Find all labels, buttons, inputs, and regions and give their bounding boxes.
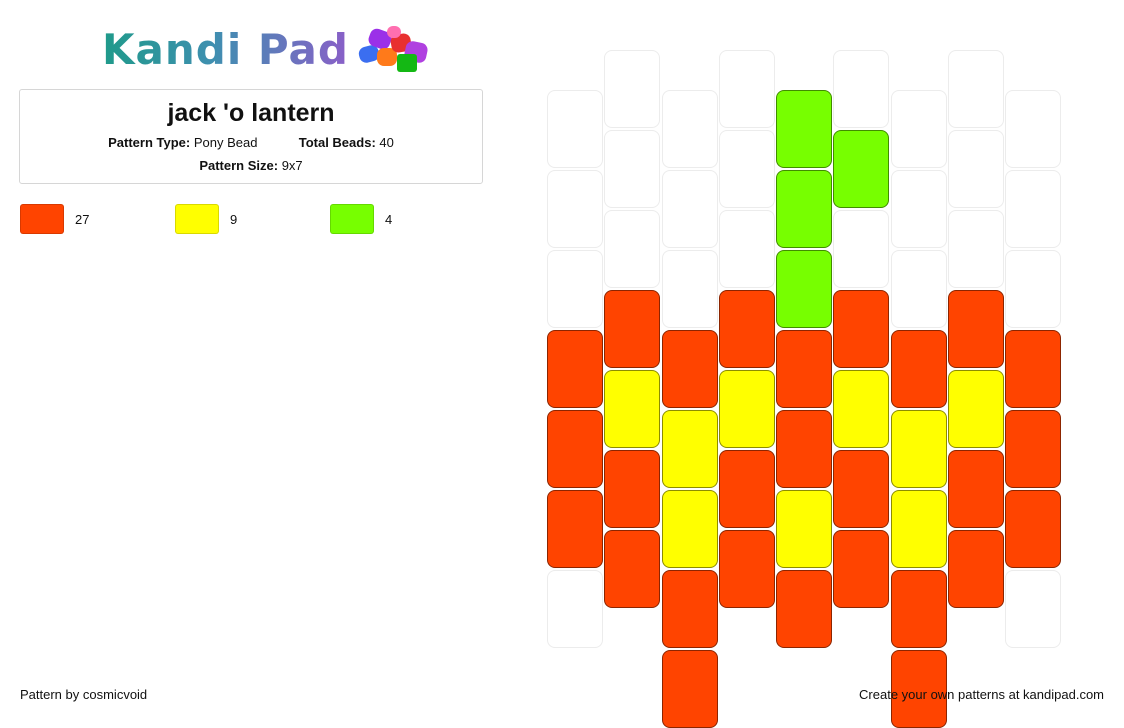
empty-bead-slot — [833, 50, 890, 128]
bead-count: 27 — [75, 211, 90, 227]
bead — [947, 290, 1004, 368]
bead — [1005, 410, 1061, 488]
legend-item-green: 4 — [330, 203, 392, 235]
total-beads-label: Total Beads: — [298, 135, 376, 150]
bead — [833, 450, 890, 528]
bead — [776, 410, 832, 488]
empty-bead-slot — [718, 210, 775, 288]
empty-bead-slot — [1005, 170, 1061, 248]
bead — [661, 490, 718, 568]
legend-item-orange: 27 — [20, 203, 89, 235]
bead — [776, 250, 832, 328]
empty-bead-slot — [890, 90, 947, 168]
empty-bead-slot — [661, 90, 718, 168]
bead — [1005, 490, 1061, 568]
empty-bead-slot — [1005, 90, 1061, 168]
empty-bead-slot — [604, 50, 661, 128]
bead — [604, 370, 661, 448]
pattern-size-value: 9x7 — [281, 158, 303, 173]
color-swatch — [175, 204, 219, 234]
empty-bead-slot — [547, 90, 603, 168]
bead — [833, 130, 890, 208]
bead-pile-icon — [357, 26, 435, 74]
logo-text: Kandi Pad — [102, 25, 349, 74]
bead — [890, 490, 947, 568]
bead — [947, 530, 1004, 608]
bead — [661, 410, 718, 488]
empty-bead-slot — [604, 210, 661, 288]
bead — [661, 330, 718, 408]
bead — [833, 370, 890, 448]
bead — [547, 490, 603, 568]
kandipad-link[interactable]: Create your own patterns at kandipad.com — [859, 687, 1104, 702]
bead — [947, 370, 1004, 448]
pattern-size-label: Pattern Size: — [199, 158, 279, 173]
bead — [604, 450, 661, 528]
bead-count: 9 — [230, 211, 238, 227]
pattern-meta-row-1: Pattern Type: Pony Bead Total Beads: 40 — [20, 135, 482, 151]
bead — [776, 170, 832, 248]
bead — [718, 290, 775, 368]
bead — [833, 290, 890, 368]
empty-bead-slot — [547, 570, 603, 648]
bead — [890, 330, 947, 408]
color-swatch — [20, 204, 64, 234]
bead — [776, 90, 832, 168]
bead — [661, 570, 718, 648]
total-beads-value: 40 — [379, 135, 394, 150]
bead — [547, 410, 603, 488]
bead — [776, 570, 832, 648]
bead — [604, 530, 661, 608]
empty-bead-slot — [661, 170, 718, 248]
bead — [947, 450, 1004, 528]
legend-item-yellow: 9 — [175, 203, 237, 235]
empty-bead-slot — [661, 250, 718, 328]
empty-bead-slot — [718, 50, 775, 128]
empty-bead-slot — [1005, 570, 1061, 648]
bead — [776, 330, 832, 408]
empty-bead-slot — [947, 130, 1004, 208]
bead — [718, 450, 775, 528]
bead — [776, 490, 832, 568]
pattern-title: jack 'o lantern — [167, 99, 335, 127]
bead — [547, 330, 603, 408]
bead — [1005, 330, 1061, 408]
empty-bead-slot — [718, 130, 775, 208]
empty-bead-slot — [547, 250, 603, 328]
bead — [661, 650, 718, 728]
empty-bead-slot — [547, 170, 603, 248]
bead — [718, 370, 775, 448]
empty-bead-slot — [890, 170, 947, 248]
color-swatch — [330, 204, 374, 234]
bead — [890, 410, 947, 488]
empty-bead-slot — [890, 250, 947, 328]
bead-count: 4 — [385, 211, 393, 227]
kandi-pad-logo[interactable]: Kandi Pad — [102, 26, 435, 74]
bead — [890, 570, 947, 648]
empty-bead-slot — [947, 50, 1004, 128]
bead — [833, 530, 890, 608]
pattern-type-value: Pony Bead — [193, 135, 258, 150]
empty-bead-slot — [1005, 250, 1061, 328]
empty-bead-slot — [833, 210, 890, 288]
bead — [604, 290, 661, 368]
pattern-info-card: jack 'o lantern Pattern Type: Pony Bead … — [19, 89, 483, 184]
empty-bead-slot — [604, 130, 661, 208]
bead — [718, 530, 775, 608]
empty-bead-slot — [947, 210, 1004, 288]
pattern-meta-row-2: Pattern Size: 9x7 — [20, 158, 482, 174]
pattern-credit: Pattern by cosmicvoid — [20, 687, 148, 702]
pattern-type-label: Pattern Type: — [108, 135, 191, 150]
